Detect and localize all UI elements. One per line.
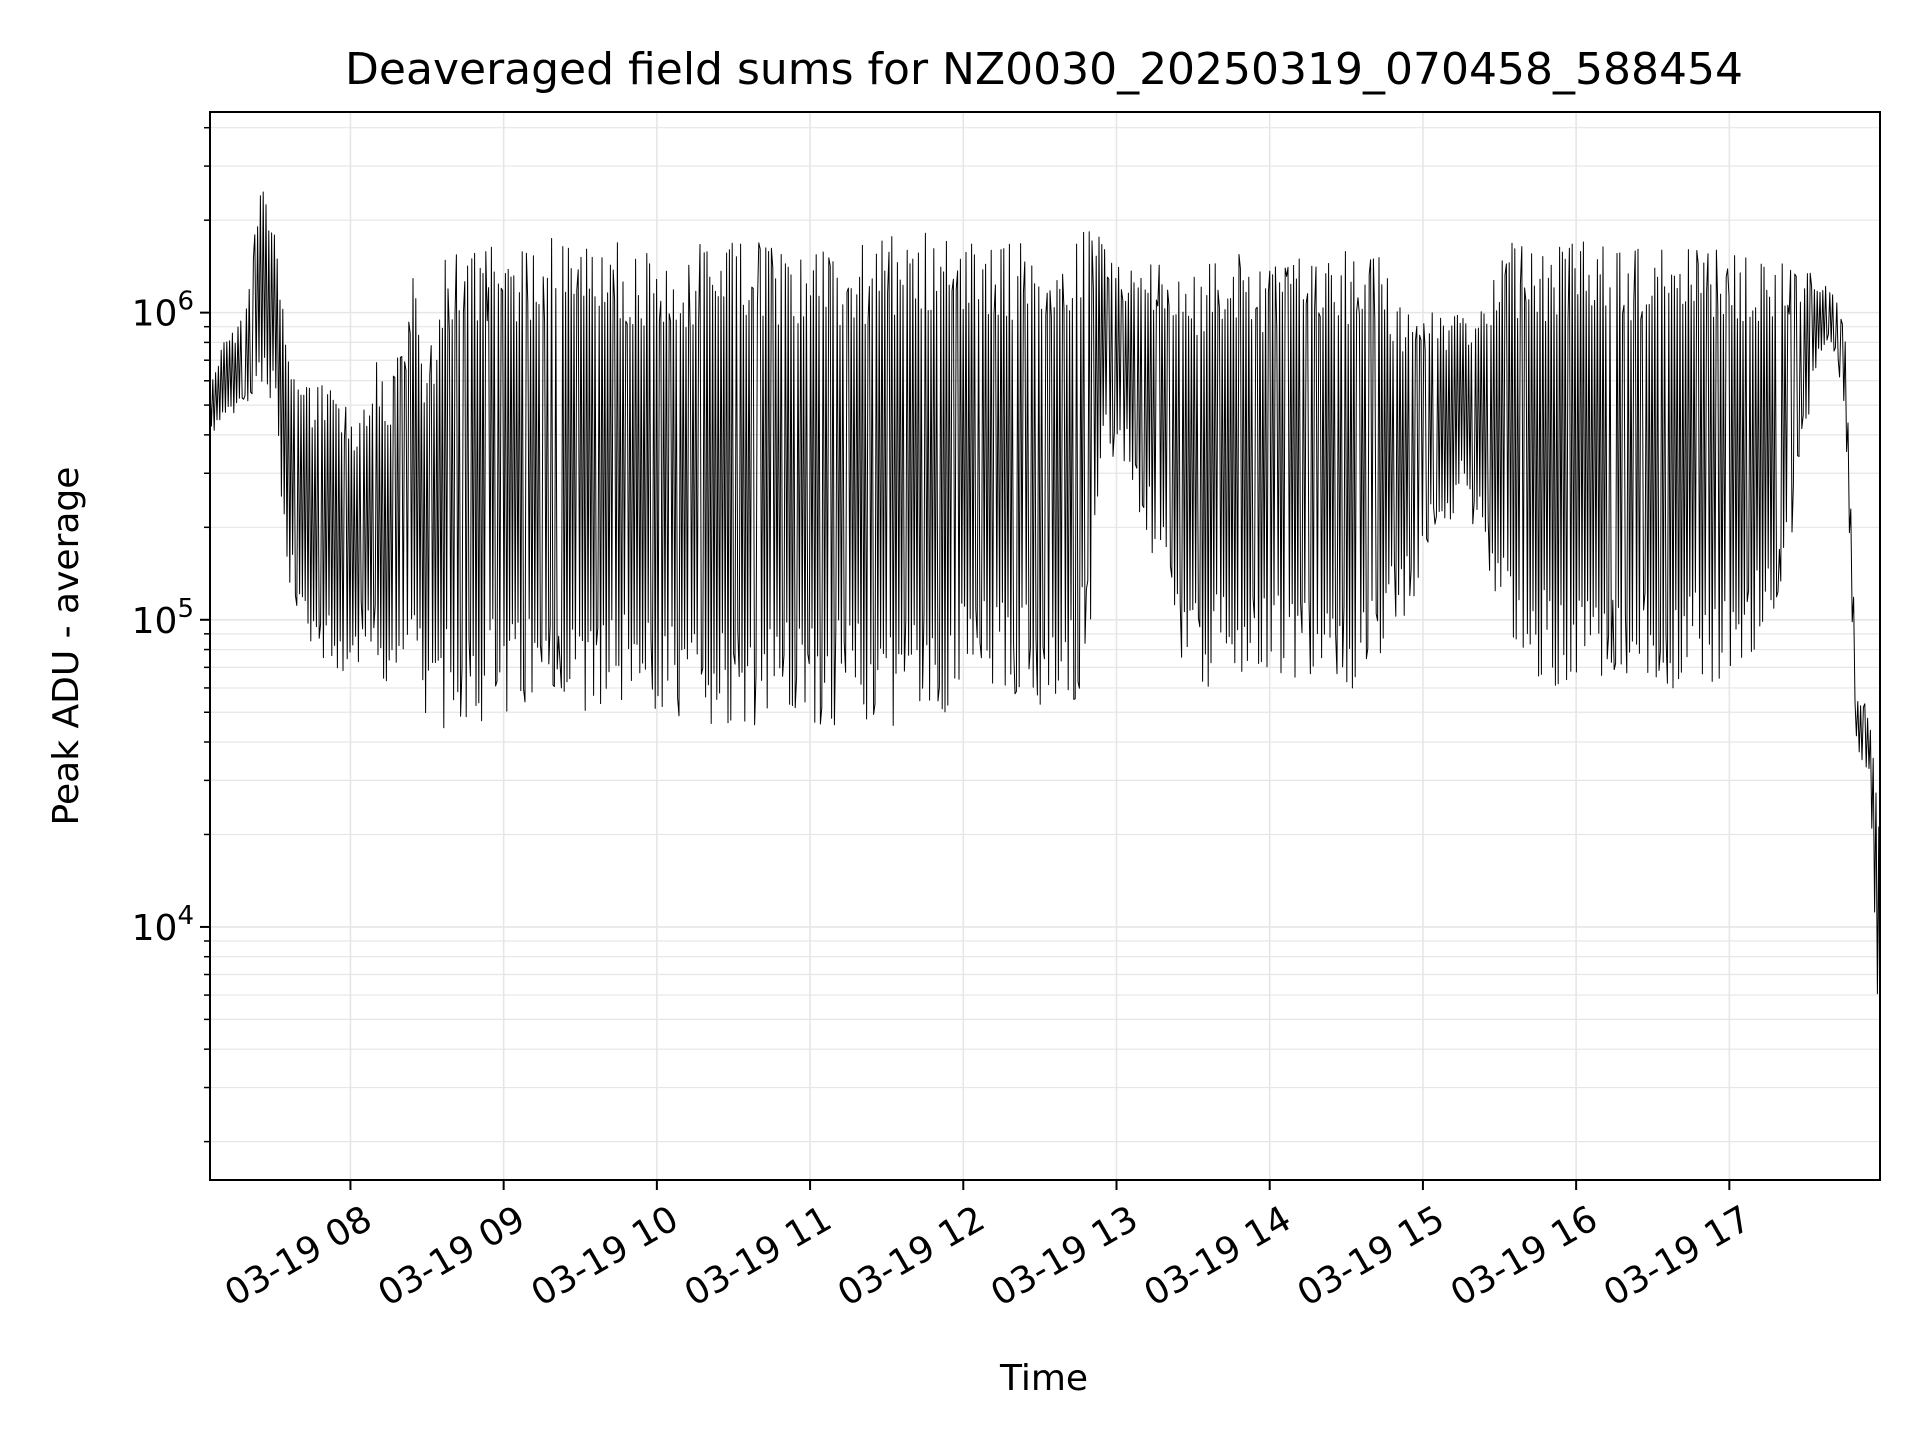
y-ticks: 104 105 106 (132, 126, 210, 1143)
y-tick-label: 104 (132, 901, 194, 949)
y-tick-label: 105 (132, 594, 194, 642)
plot-frame (209, 111, 1881, 1181)
chart-title: Deaveraged field sums for NZ0030_2025031… (345, 44, 1743, 95)
y-axis-label: Peak ADU - average (46, 467, 87, 826)
data-layer (210, 191, 1880, 1088)
series-line (210, 191, 1880, 1088)
x-axis-label: Time (999, 1358, 1088, 1399)
y-tick-label: 106 (132, 287, 194, 335)
